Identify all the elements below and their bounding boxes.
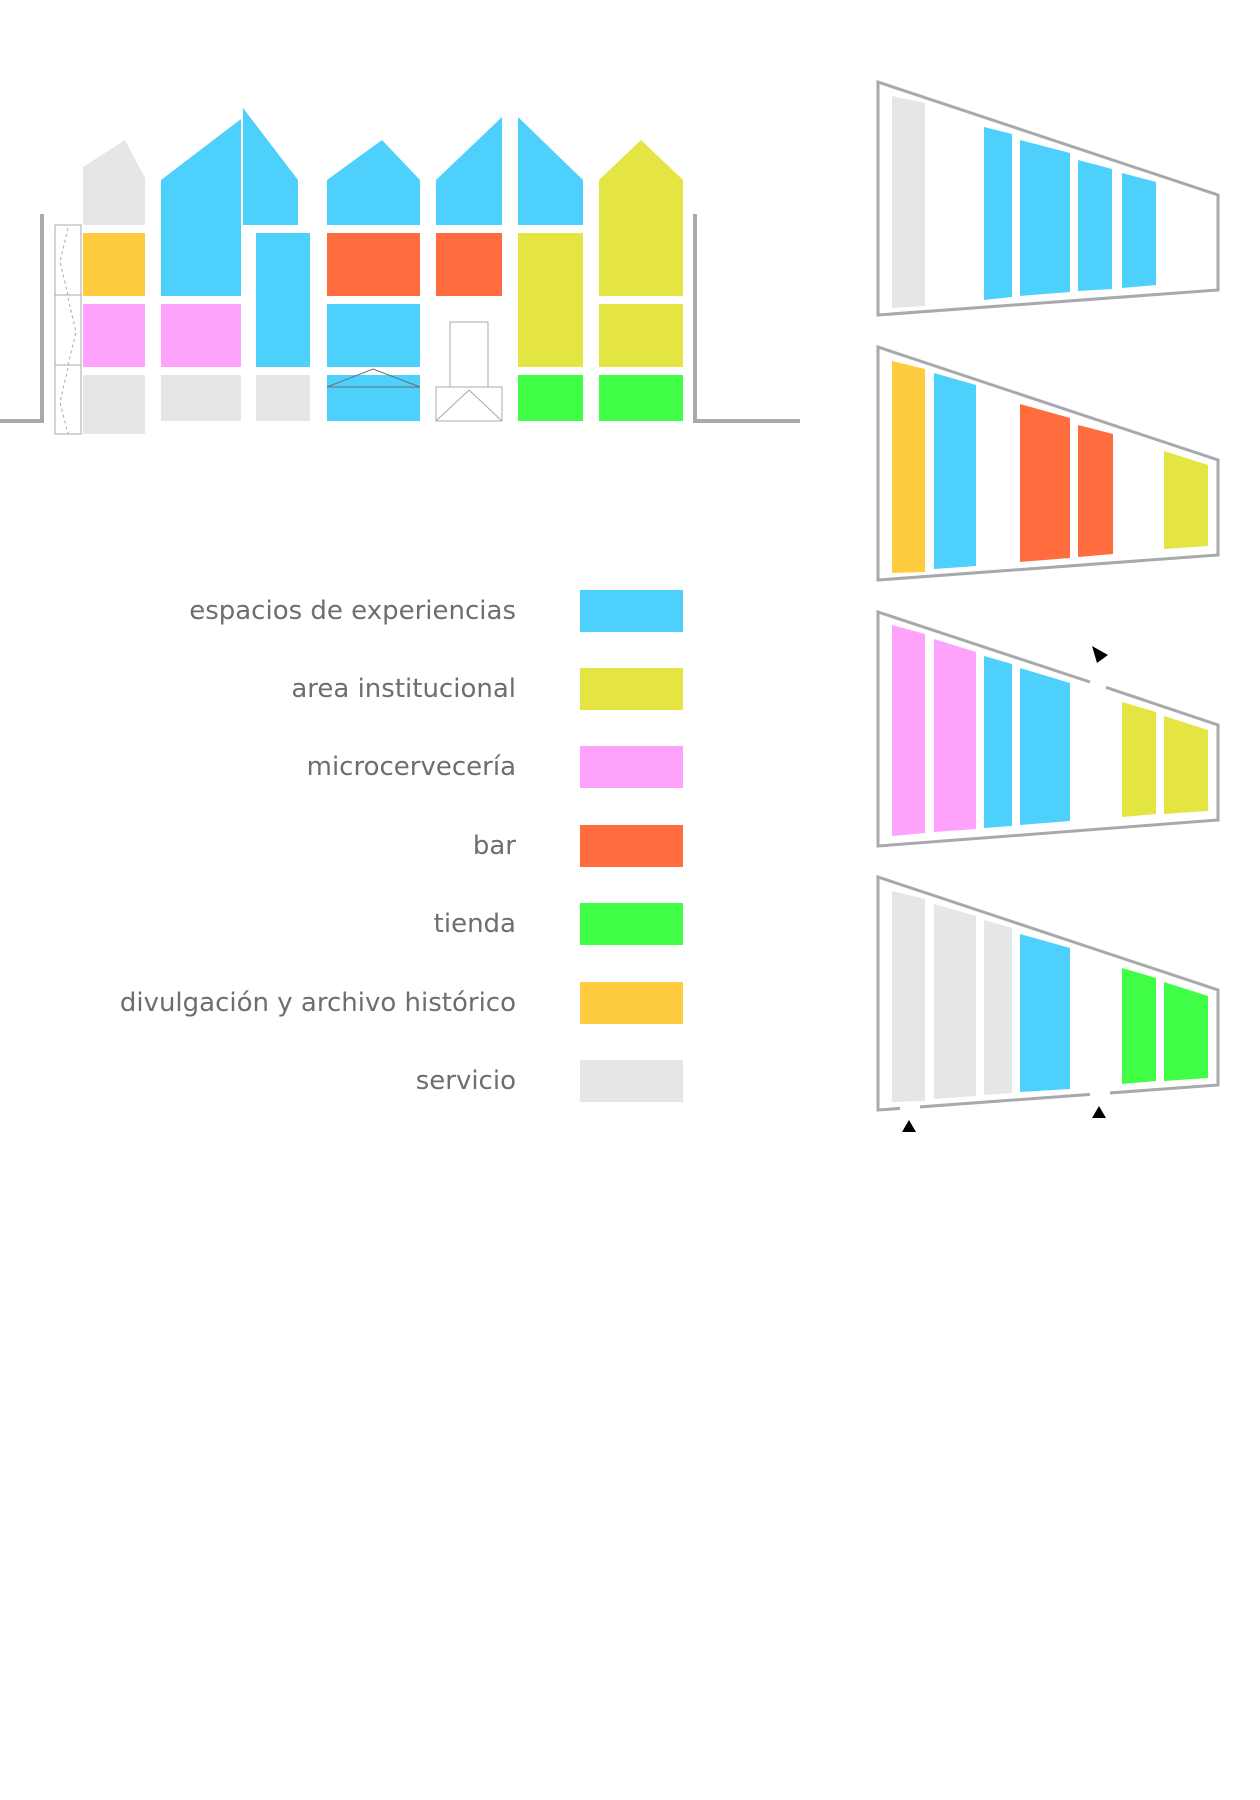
plan1-zone-servicio-2 xyxy=(934,904,976,1099)
plan3-zone-espacios xyxy=(934,373,976,569)
plan3-zone-institucional xyxy=(1164,451,1208,549)
plan2-zone-microcerveceria-1 xyxy=(892,625,925,836)
plan3-zone-bar-1 xyxy=(1020,404,1070,562)
zone-microcerveceria-1 xyxy=(83,304,145,367)
zone-divulgacion-1 xyxy=(83,233,145,296)
zone-servicio-roof-1 xyxy=(83,140,145,225)
ground-line-right xyxy=(693,214,800,423)
zone-microcerveceria-2 xyxy=(161,304,241,367)
zone-espacios-roof-5 xyxy=(436,117,502,225)
plan1-zone-tienda-1 xyxy=(1122,968,1156,1084)
plan2-zone-microcerveceria-2 xyxy=(934,639,976,832)
zone-espacios-roof-4 xyxy=(327,140,420,225)
plan4-zone-servicio xyxy=(892,96,925,308)
zone-institucional-roof-7 xyxy=(599,140,683,296)
plan4-zone-espacios-4 xyxy=(1122,173,1156,288)
ground-line-left xyxy=(0,214,44,423)
zone-espacios-roof-6 xyxy=(518,117,583,225)
plan2-zone-institucional-1 xyxy=(1122,702,1156,817)
zone-institucional-7 xyxy=(599,304,683,367)
plan2-zone-espacios-2 xyxy=(1020,668,1070,825)
zone-espacios-ground-4 xyxy=(327,375,420,421)
plan3-zone-bar-2 xyxy=(1078,425,1113,557)
stair-tower xyxy=(54,224,82,435)
zone-servicio-ground-1 xyxy=(83,375,145,434)
plan2-zone-institucional-2 xyxy=(1164,716,1208,814)
zone-espacios-3 xyxy=(256,233,310,367)
plan1-zone-espacios xyxy=(1020,934,1070,1092)
floor-plan-level-2 xyxy=(876,609,1220,848)
zone-bar-4 xyxy=(327,233,420,296)
plan2-zone-espacios-1 xyxy=(984,656,1012,828)
plan1-zone-servicio-3 xyxy=(984,920,1012,1095)
plan4-zone-espacios-1 xyxy=(984,127,1012,300)
zone-espacios-roof-3 xyxy=(243,108,298,225)
access-marker-icon xyxy=(902,1120,916,1132)
building-section xyxy=(0,108,800,435)
stair-core-5 xyxy=(435,321,503,422)
plan1-zone-servicio-1 xyxy=(892,891,925,1102)
floor-plan-level-4 xyxy=(876,79,1220,317)
zone-bar-5 xyxy=(436,233,502,296)
plan3-zone-divulgacion xyxy=(892,361,925,573)
zone-tienda-6 xyxy=(518,375,583,421)
ramp-lines-4 xyxy=(326,368,421,388)
zone-tienda-7 xyxy=(599,375,683,421)
zone-servicio-ground-2 xyxy=(161,375,241,421)
floor-plan-level-3 xyxy=(876,344,1220,582)
plan4-zone-espacios-3 xyxy=(1078,160,1112,291)
plan1-zone-tienda-2 xyxy=(1164,982,1208,1081)
plan4-zone-espacios-2 xyxy=(1020,140,1070,296)
access-marker-icon xyxy=(1092,646,1108,663)
floor-plan-level-1 xyxy=(876,874,1220,1132)
zone-espacios-roof-2 xyxy=(161,119,241,296)
zone-servicio-ground-3 xyxy=(256,375,310,421)
zone-espacios-4 xyxy=(327,304,420,367)
access-marker-icon xyxy=(1092,1106,1106,1118)
zone-institucional-6 xyxy=(518,233,583,367)
